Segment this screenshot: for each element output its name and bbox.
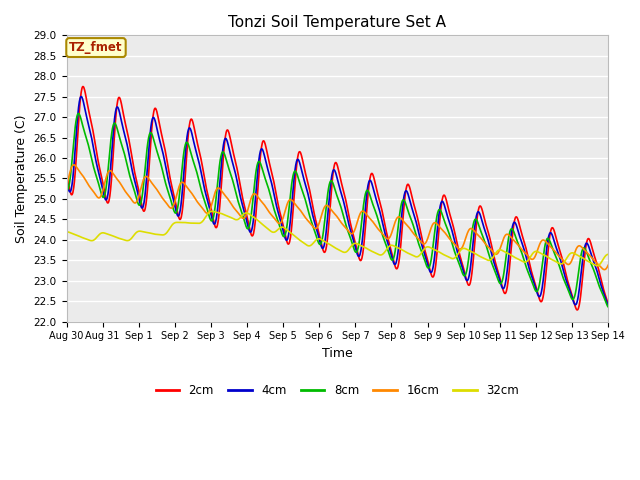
Line: 16cm: 16cm xyxy=(67,165,608,270)
32cm xyxy=(244,210,252,216)
Y-axis label: Soil Temperature (C): Soil Temperature (C) xyxy=(15,114,28,243)
8cm xyxy=(493,272,500,278)
Line: 2cm: 2cm xyxy=(67,86,608,310)
8cm xyxy=(540,248,548,253)
2cm xyxy=(244,218,252,224)
4cm xyxy=(184,132,191,138)
4cm xyxy=(170,200,178,206)
16cm xyxy=(422,240,429,246)
32cm xyxy=(593,263,601,268)
32cm xyxy=(422,245,429,251)
32cm xyxy=(604,252,612,257)
X-axis label: Time: Time xyxy=(322,347,353,360)
32cm xyxy=(63,229,70,235)
16cm xyxy=(184,185,191,191)
4cm xyxy=(77,94,85,99)
2cm xyxy=(540,288,548,293)
16cm xyxy=(170,201,178,207)
8cm xyxy=(604,304,612,310)
2cm xyxy=(604,301,612,307)
Title: Tonzi Soil Temperature Set A: Tonzi Soil Temperature Set A xyxy=(228,15,446,30)
4cm xyxy=(493,267,500,273)
16cm xyxy=(63,183,70,189)
8cm xyxy=(170,208,178,214)
2cm xyxy=(79,84,87,89)
4cm xyxy=(604,303,612,309)
2cm xyxy=(493,263,500,269)
8cm xyxy=(75,110,83,116)
Legend: 2cm, 4cm, 8cm, 16cm, 32cm: 2cm, 4cm, 8cm, 16cm, 32cm xyxy=(151,379,524,402)
16cm xyxy=(604,263,612,268)
2cm xyxy=(63,170,70,176)
16cm xyxy=(493,252,500,257)
4cm xyxy=(540,269,548,275)
4cm xyxy=(63,178,70,184)
4cm xyxy=(422,254,429,260)
32cm xyxy=(209,208,216,214)
16cm xyxy=(244,206,252,212)
4cm xyxy=(244,223,252,229)
32cm xyxy=(183,220,191,226)
16cm xyxy=(600,267,608,273)
16cm xyxy=(540,238,548,243)
8cm xyxy=(422,260,429,266)
8cm xyxy=(184,140,191,145)
2cm xyxy=(184,143,191,148)
Line: 32cm: 32cm xyxy=(67,211,608,265)
2cm xyxy=(422,250,429,256)
2cm xyxy=(573,307,581,313)
32cm xyxy=(493,249,500,255)
8cm xyxy=(244,226,252,232)
8cm xyxy=(63,186,70,192)
32cm xyxy=(540,252,548,258)
32cm xyxy=(170,220,178,226)
16cm xyxy=(70,162,78,168)
Line: 4cm: 4cm xyxy=(67,96,608,306)
Text: TZ_fmet: TZ_fmet xyxy=(69,41,123,54)
Line: 8cm: 8cm xyxy=(67,113,608,307)
2cm xyxy=(170,193,178,199)
